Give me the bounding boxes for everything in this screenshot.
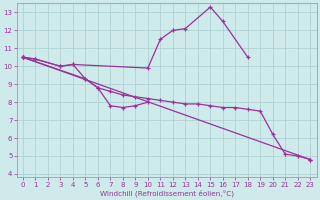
X-axis label: Windchill (Refroidissement éolien,°C): Windchill (Refroidissement éolien,°C) xyxy=(100,189,234,197)
